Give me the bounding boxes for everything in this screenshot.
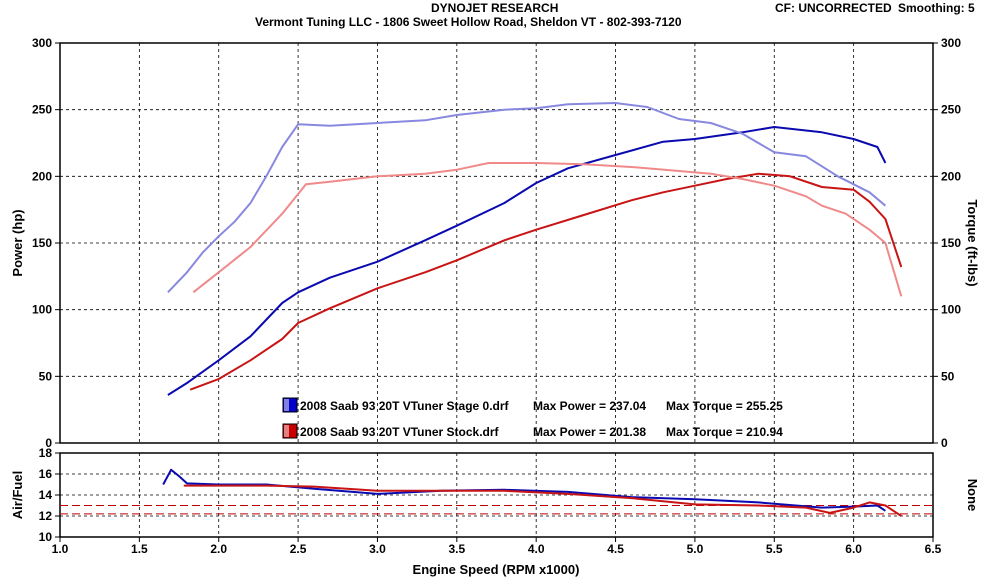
- x-tick-label: 2.5: [290, 542, 307, 556]
- afr-plot-frame: [59, 452, 934, 538]
- legend-max-torque: Max Torque = 210.94: [666, 425, 783, 439]
- y-tick-label-left: 100: [32, 303, 52, 317]
- afr-axis-label-right: None: [965, 479, 980, 512]
- y-tick-label-left: 50: [39, 369, 53, 383]
- legend-max-torque: Max Torque = 255.25: [666, 399, 783, 413]
- x-tick-label: 5.0: [687, 542, 704, 556]
- y-axis-label-right: Torque (ft-lbs): [965, 199, 980, 286]
- x-tick-label: 4.0: [528, 542, 545, 556]
- y-tick-label-left: 300: [32, 36, 52, 50]
- smoothing-label: Smoothing: 5: [898, 1, 975, 15]
- series-line-torque-1: [167, 102, 887, 293]
- y-tick-label-left: 200: [32, 169, 52, 183]
- afr-tick-label: 14: [39, 488, 53, 502]
- series-line-afr-5: [183, 484, 902, 517]
- legend-run-name: 2008 Saab 93 20T VTuner Stage 0.drf: [300, 399, 510, 413]
- series-line-power-0: [167, 126, 887, 396]
- y-tick-label-left: 250: [32, 103, 52, 117]
- y-tick-label-right: 50: [941, 369, 955, 383]
- legend-swatch-highlight: [284, 425, 289, 437]
- y-tick-label-right: 0: [941, 436, 948, 450]
- y-tick-label-right: 250: [941, 103, 961, 117]
- x-axis-label: Engine Speed (RPM x1000): [413, 562, 580, 577]
- afr-tick-label: 12: [39, 509, 53, 523]
- legend-swatch-highlight: [284, 399, 289, 411]
- y-tick-label-right: 150: [941, 236, 961, 250]
- x-tick-label: 6.0: [845, 542, 862, 556]
- legend-max-power: Max Power = 201.38: [533, 425, 646, 439]
- series-line-torque-3: [192, 162, 903, 297]
- x-tick-label: 2.0: [210, 542, 227, 556]
- chart-subtitle: Vermont Tuning LLC - 1806 Sweet Hollow R…: [255, 15, 682, 29]
- y-tick-label-left: 0: [45, 436, 52, 450]
- x-tick-label: 3.0: [369, 542, 386, 556]
- afr-tick-label: 16: [39, 467, 53, 481]
- legend-run-name: 2008 Saab 93 20T VTuner Stock.drf: [300, 425, 500, 439]
- y-tick-label-right: 300: [941, 36, 961, 50]
- afr-tick-label: 10: [39, 530, 53, 544]
- x-tick-label: 3.5: [448, 542, 465, 556]
- y-tick-label-right: 100: [941, 303, 961, 317]
- series-line-power-2: [189, 172, 903, 391]
- legend-max-power: Max Power = 237.04: [533, 399, 646, 413]
- x-tick-label: 5.5: [766, 542, 783, 556]
- x-tick-label: 1.5: [131, 542, 148, 556]
- chart-title: DYNOJET RESEARCH: [431, 1, 559, 15]
- afr-tick-label: 18: [39, 446, 53, 460]
- y-tick-label-right: 200: [941, 169, 961, 183]
- x-tick-label: 1.0: [52, 542, 69, 556]
- afr-axis-label: Air/Fuel: [10, 471, 25, 519]
- y-tick-label-left: 150: [32, 236, 52, 250]
- x-tick-label: 6.5: [925, 542, 942, 556]
- x-tick-label: 4.5: [607, 542, 624, 556]
- y-axis-label-left: Power (hp): [10, 209, 25, 276]
- correction-factor-label: CF: UNCORRECTED: [775, 1, 892, 15]
